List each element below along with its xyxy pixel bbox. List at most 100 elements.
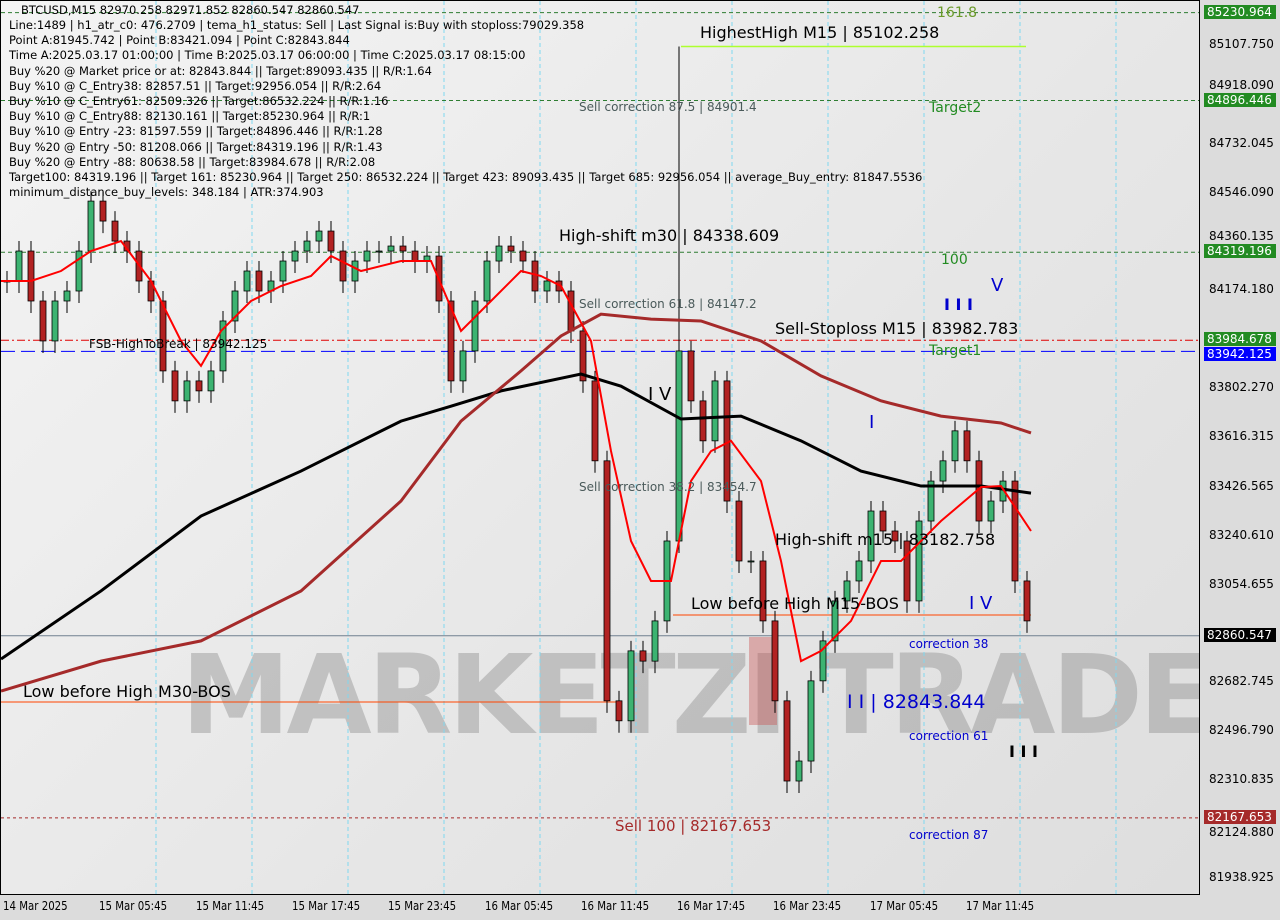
bear-candle (891, 530, 899, 542)
bear-candle (111, 220, 119, 242)
fib-161-label: 161.8 (937, 5, 978, 21)
bear-candle (399, 245, 407, 252)
bull-candle (15, 250, 23, 282)
bear-candle (591, 380, 599, 462)
bull-candle (843, 580, 851, 602)
price-tick: 85107.750 (1209, 37, 1274, 51)
bull-candle (375, 250, 383, 253)
correction-38-label: correction 38 (909, 637, 989, 651)
price-level-tag: 84896.446 (1204, 92, 1276, 107)
bear-candle (603, 460, 611, 702)
ma-slow-line (1, 372, 1032, 661)
highest-high-label: HighestHigh M15 | 85102.258 (700, 23, 940, 42)
info-line: Buy %10 @ C_Entry88: 82130.161 || Target… (9, 109, 371, 124)
bull-candle (219, 320, 227, 372)
bear-candle (735, 500, 743, 562)
time-tick: 15 Mar 17:45 (291, 899, 360, 913)
bear-candle (687, 350, 695, 402)
bull-candle (543, 280, 551, 292)
wave-iii-bottom-label: I I I (1009, 742, 1038, 761)
info-line: Buy %20 @ Entry -50: 81208.066 || Target… (9, 139, 383, 154)
info-line: Target100: 84319.196 || Target 161: 8523… (9, 170, 923, 184)
bull-candle (303, 240, 311, 252)
bear-candle (159, 300, 167, 372)
ma-fast-line (1, 239, 1032, 663)
wave-i-label: I (869, 412, 875, 433)
bull-candle (495, 245, 503, 262)
fib-100-label: 100 (941, 252, 968, 268)
bull-candle (51, 300, 59, 342)
bull-candle (807, 680, 815, 762)
wave-iii-label: I I I (944, 295, 973, 314)
bear-candle (639, 650, 647, 662)
price-tick: 84732.045 (1209, 135, 1274, 150)
info-line: Buy %10 @ C_Entry61: 82509.326 || Target… (9, 94, 389, 108)
time-tick: 17 Mar 05:45 (869, 899, 938, 913)
bear-candle (255, 270, 263, 292)
bull-candle (867, 510, 875, 562)
bear-candle (411, 250, 419, 262)
bull-candle (795, 760, 803, 782)
price-tick: 82124.880 (1209, 824, 1274, 839)
chart-plot-area[interactable]: MARKETZI TRADE BTCUSD,M15 82970.258 8297… (0, 0, 1200, 895)
price-level-tag: 82167.653 (1204, 809, 1276, 824)
price-tick: 82682.745 (1209, 674, 1274, 689)
price-level-tag: 82860.547 (1204, 627, 1276, 642)
bull-candle (819, 640, 827, 682)
fsb-high-to-break-label: FSB-HighToBreak | 83942.125 (89, 337, 268, 351)
price-tick: 82496.790 (1209, 723, 1274, 738)
bull-candle (471, 300, 479, 352)
target1-label: Target1 (929, 343, 982, 359)
correction-61-label: correction 61 (909, 729, 989, 743)
time-tick: 16 Mar 23:45 (773, 899, 842, 913)
time-tick: 15 Mar 11:45 (195, 899, 264, 913)
info-line: Point A:81945.742 | Point B:83421.094 | … (9, 33, 350, 48)
bear-candle (879, 510, 887, 532)
time-tick: 17 Mar 11:45 (966, 899, 1035, 913)
bull-candle (483, 260, 491, 302)
bull-candle (291, 250, 299, 262)
bull-candle (747, 560, 755, 563)
bear-candle (771, 620, 779, 702)
ma-mid-line (1, 312, 1032, 693)
bear-candle (1011, 480, 1019, 582)
bear-candle (507, 245, 515, 252)
info-line: Line:1489 | h1_atr_c0: 476.2709 | tema_h… (9, 18, 585, 32)
price-tick: 81938.925 (1209, 870, 1274, 885)
price-tick: 83240.610 (1209, 527, 1274, 542)
sell-stoploss-label: Sell-Stoploss M15 | 83982.783 (775, 319, 1019, 338)
bear-candle (195, 380, 203, 392)
bull-candle (315, 230, 323, 242)
bear-candle (339, 250, 347, 282)
bear-candle (39, 300, 47, 342)
wave-iv-label: I V (648, 384, 672, 405)
bear-candle (963, 430, 971, 462)
bear-candle (171, 370, 179, 402)
bull-candle (243, 270, 251, 292)
price-level-tag: 83984.678 (1204, 332, 1276, 347)
price-tick: 84360.135 (1209, 229, 1274, 244)
bull-candle (711, 380, 719, 442)
sell-100-label: Sell 100 | 82167.653 (615, 817, 772, 835)
bear-candle (579, 330, 587, 382)
bull-candle (939, 460, 947, 482)
bear-candle (699, 400, 707, 442)
bull-candle (75, 250, 83, 292)
bull-candle (651, 620, 659, 662)
price-level-tag: 84319.196 (1204, 244, 1276, 259)
price-level-tag: 85230.964 (1204, 4, 1276, 19)
info-line: Buy %10 @ Entry -23: 81597.559 || Target… (9, 124, 383, 139)
wave-v-label: V (991, 275, 1004, 296)
time-tick: 15 Mar 23:45 (388, 899, 457, 913)
price-tick: 84174.180 (1209, 282, 1274, 297)
info-line: Buy %10 @ C_Entry38: 82857.51 || Target:… (9, 78, 382, 93)
high-shift-m30-label: High-shift m30 | 84338.609 (559, 226, 780, 245)
info-line: Buy %20 @ Entry -88: 80638.58 || Target:… (9, 154, 376, 169)
bull-candle (351, 260, 359, 282)
bear-candle (99, 200, 107, 222)
bull-candle (387, 245, 395, 252)
bull-candle (363, 250, 371, 262)
sell-correction-38-label: Sell correction 38.2 | 83454.7 (579, 480, 757, 494)
price-tick: 83802.270 (1209, 380, 1274, 395)
bull-candle (231, 290, 239, 322)
